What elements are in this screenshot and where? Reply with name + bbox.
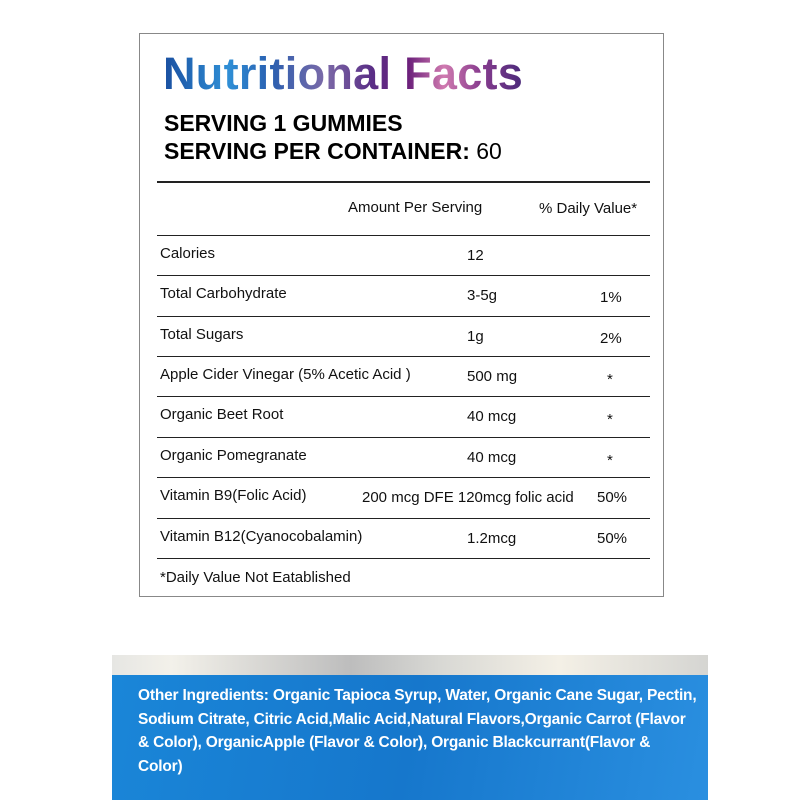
servings-value: 60 [476,138,502,164]
ingredients-banner [112,675,708,800]
nutrient-name: Total Sugars [160,326,244,343]
nutrient-name: Organic Beet Root [160,406,284,423]
nutrient-amount: 200 mcg DFE 120mcg folic acid [362,489,574,506]
nutrient-amount: 40 mcg [467,449,517,466]
row-divider [157,356,650,357]
nutrient-name: Total Carbohydrate [160,285,287,302]
nutrition-facts-panel [139,33,664,597]
nutrient-daily-value: * [607,371,613,388]
banner-strip [112,655,708,675]
nutrient-amount: 500 mg [467,368,518,385]
servings-per-container: SERVING PER CONTAINER: 60 [164,138,502,165]
nutrient-amount: 1.2mcg [467,530,517,547]
nutrient-amount: 1g [467,328,484,345]
row-divider [157,437,650,438]
nutrient-name: Organic Pomegranate [160,447,307,464]
nutrient-daily-value: * [607,411,613,428]
row-divider [157,477,650,478]
divider [157,181,650,183]
nutrient-daily-value: 50% [597,530,628,547]
row-divider [157,396,650,397]
other-ingredients: Other Ingredients: Organic Tapioca Syrup… [138,687,697,775]
nutrient-daily-value: 2% [600,330,622,347]
page-title: Nutritional Facts [163,48,524,99]
row-divider [157,275,650,276]
nutrient-amount: 40 mcg [467,408,517,425]
row-divider [157,235,650,236]
row-divider [157,316,650,317]
nutrient-name: Calories [160,245,216,262]
nutrient-daily-value: 50% [597,489,628,506]
nutrient-name: Vitamin B9(Folic Acid) [160,487,307,504]
nutrient-amount: 12 [467,247,484,264]
servings-label: SERVING PER CONTAINER: [164,138,470,164]
row-divider [157,558,650,559]
row-divider [157,518,650,519]
nutrient-amount: 3-5g [467,287,498,304]
nutrient-name: Vitamin B12(Cyanocobalamin) [160,528,363,545]
header-daily-value: % Daily Value* [539,200,638,217]
nutrient-daily-value: * [607,452,613,469]
header-amount: Amount Per Serving [348,199,483,216]
nutrient-daily-value: 1% [600,289,622,306]
footnote: *Daily Value Not Eatablished [160,569,351,586]
serving-size: SERVING 1 GUMMIES [164,110,403,136]
nutrient-name: Apple Cider Vinegar (5% Acetic Acid ) [160,366,411,383]
